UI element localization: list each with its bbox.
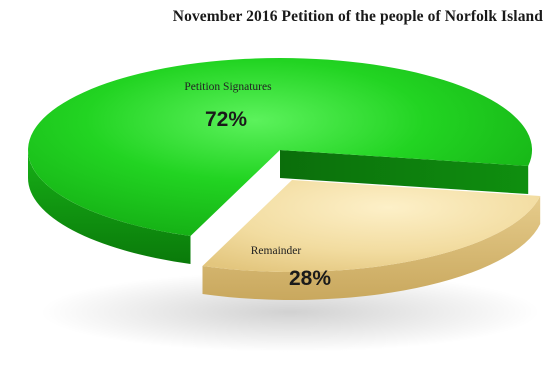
slice-petition-signatures-top: [28, 58, 533, 237]
slice-pct-remainder: 28%: [289, 267, 331, 290]
chart-shadow: [40, 272, 540, 352]
slice-petition-signatures-inner-wall: [280, 150, 529, 194]
chart-title: November 2016 Petition of the people of …: [172, 8, 543, 25]
slice-label-petition-signatures: Petition Signatures: [184, 81, 272, 93]
slice-remainder: [202, 180, 541, 301]
slice-petition-signatures: [28, 58, 533, 264]
slice-petition-signatures-side: [28, 150, 191, 264]
slice-label-remainder: Remainder: [251, 245, 302, 257]
slice-remainder-side: [202, 196, 541, 301]
slice-remainder-top: [202, 180, 541, 273]
slice-pct-petition-signatures: 72%: [205, 108, 247, 131]
